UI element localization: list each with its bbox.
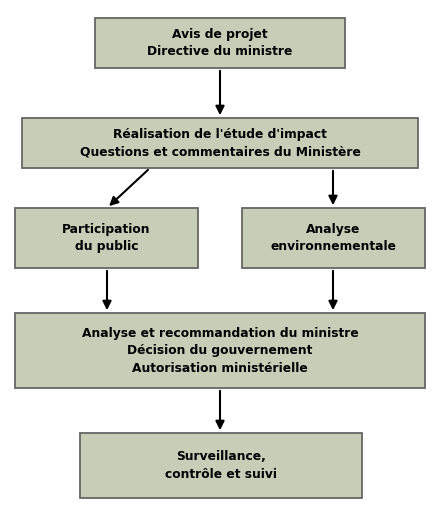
FancyBboxPatch shape bbox=[15, 208, 198, 268]
FancyBboxPatch shape bbox=[242, 208, 425, 268]
Text: Analyse
environnementale: Analyse environnementale bbox=[271, 223, 396, 253]
Text: Analyse et recommandation du ministre
Décision du gouvernement
Autorisation mini: Analyse et recommandation du ministre Dé… bbox=[82, 326, 358, 374]
Text: Surveillance,
contrôle et suivi: Surveillance, contrôle et suivi bbox=[165, 450, 277, 481]
FancyBboxPatch shape bbox=[22, 118, 418, 168]
Text: Participation
du public: Participation du public bbox=[62, 223, 151, 253]
FancyBboxPatch shape bbox=[95, 18, 345, 68]
FancyBboxPatch shape bbox=[15, 313, 425, 388]
Text: Réalisation de l'étude d'impact
Questions et commentaires du Ministère: Réalisation de l'étude d'impact Question… bbox=[80, 128, 360, 158]
FancyBboxPatch shape bbox=[80, 433, 362, 498]
Text: Avis de projet
Directive du ministre: Avis de projet Directive du ministre bbox=[147, 28, 293, 58]
